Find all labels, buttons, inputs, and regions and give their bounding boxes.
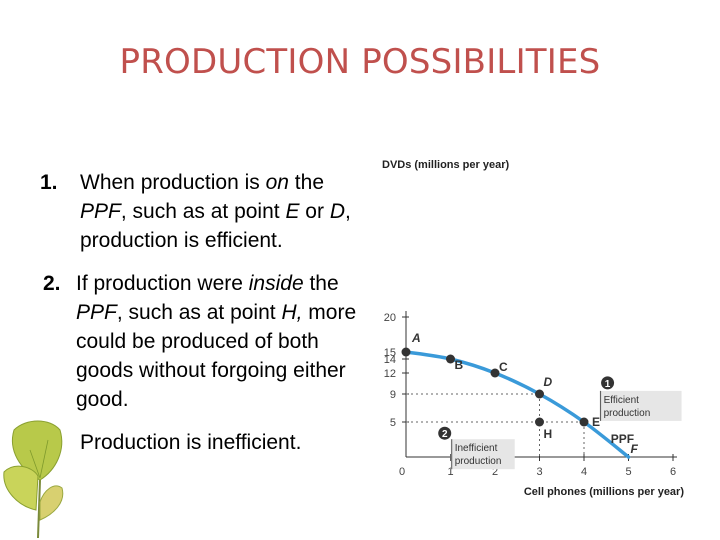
point-a [401,347,411,357]
y-tick-label: 12 [384,368,396,380]
bullet-item-2: 2. If production were inside the PPF, su… [40,269,370,414]
bullet-text: more could be produced of both goods wit… [76,301,357,411]
point-label-a: A [411,331,421,345]
callout-text-efficient-line1: Efficient [604,395,640,406]
bullet-text: , such as at point [116,301,282,324]
bullet-text: or [299,200,330,223]
bullet-emphasis: PPF [80,200,121,223]
bullet-emphasis: inside [248,272,304,295]
callout-marker-efficient [601,376,615,390]
x-tick-label: 0 [399,466,405,478]
bullet-text: If production were [76,272,249,295]
callout-box-efficient [599,390,682,421]
ppf-chart: DVDs (millions per year) Cell phones (mi… [382,159,684,498]
x-tick-label: 3 [536,466,542,478]
x-tick-label: 6 [670,466,676,478]
callout-number-efficient: 1 [605,379,611,390]
callout-number-inefficient: 2 [442,429,448,440]
bullet-text: Production is inefficient. [80,431,302,454]
callout-box-inefficient [450,439,515,470]
point-c [490,368,500,378]
bullet-emphasis: PPF [76,301,117,324]
data-points: A B C D E F H [401,331,639,456]
slide-title: PRODUCTION POSSIBILITIES [119,42,601,82]
bullet-text: the [303,272,339,295]
bullet-number-1: 1. [40,171,58,194]
point-label-d: D [544,375,553,389]
x-tick-label: 1 [447,466,453,478]
bullet-text: the [288,171,324,194]
bullet-emphasis: E [285,200,300,223]
bullet-item-3: Production is inefficient. [40,428,370,457]
y-tick-label: 14 [384,354,396,366]
bullet-emphasis: D [329,200,345,223]
point-label-c: C [499,360,508,374]
bullet-text: , production is efficient. [80,200,351,252]
point-b [446,354,455,364]
y-tick-label: 15 [384,347,396,359]
bullet-item-1: 1. When production is on the PPF, such a… [40,168,370,255]
ppf-curve [404,350,631,459]
callout-text-inefficient-line2: production [455,456,502,467]
callout-text-efficient-line2: production [604,408,651,419]
bullet-list: 1. When production is on the PPF, such a… [40,168,370,471]
point-e [579,417,589,427]
x-tick-label: 5 [625,466,631,478]
x-axis-label: Cell phones (millions per year) [524,486,684,498]
bullet-text: When production is [80,171,266,194]
x-tick-label: 2 [492,466,498,478]
point-label-b: B [455,358,464,372]
bullet-number-2: 2. [43,272,61,295]
callout-text-inefficient-line1: Inefficient [455,443,498,454]
point-h [535,417,544,427]
y-tick-label: 5 [390,417,396,429]
point-label-f: F [631,442,639,456]
callouts: 1 Efficient production 2 Inefficient producti… [438,376,682,470]
y-tick-label: 9 [390,389,396,401]
x-tick-label: 4 [581,466,587,478]
bullet-emphasis: H, [281,301,303,324]
bullet-emphasis: on [265,171,289,194]
ginkgo-leaves-decoration [3,420,64,539]
callout-marker-inefficient [438,426,452,440]
ppf-curve-label: PPF [611,432,634,446]
y-tick-label: 20 [384,312,396,324]
point-label-h: H [544,427,553,441]
point-label-e: E [592,415,600,429]
point-d [535,389,544,399]
y-axis-label: DVDs (millions per year) [382,159,509,171]
bullet-text: , such as at point [120,200,286,223]
